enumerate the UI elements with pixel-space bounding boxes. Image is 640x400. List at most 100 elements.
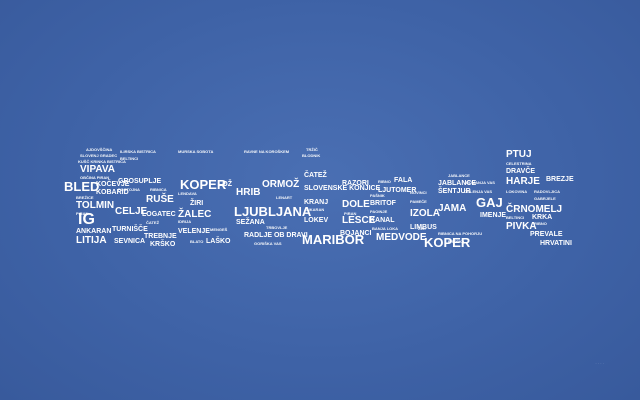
word: SLOVENSKE KONJICE: [304, 185, 381, 192]
word: LITIJA: [76, 235, 107, 246]
word: PRESKA: [448, 239, 465, 244]
word: RADLJE OB DRAVI: [244, 232, 308, 239]
word: ŠENTJUR: [438, 188, 471, 195]
word: PREVALE: [530, 231, 563, 238]
word: IG: [78, 211, 95, 228]
word: BLODNIK: [302, 153, 321, 158]
word: LENART: [276, 195, 293, 200]
word: PIVKA: [506, 221, 537, 232]
word: KUŠČ KRINKA BISTRICA: [78, 159, 126, 164]
word: AJDOVŠČINA: [86, 147, 113, 152]
word: LOKEV: [304, 217, 329, 224]
word: LENDAVA: [178, 191, 197, 196]
word: PTUJ: [506, 149, 532, 160]
word: BELTINCI: [506, 215, 525, 220]
word: DOLENJA VAS: [464, 189, 493, 194]
word: VIPAVA: [80, 164, 116, 175]
word: KRŠKO: [150, 241, 176, 248]
word: BELTINCI: [120, 156, 139, 161]
word: ČATEŽ: [304, 172, 327, 179]
word: LAŠKO: [206, 238, 231, 245]
word: TRBOVLJE: [266, 225, 288, 230]
word: CELESTRINA: [506, 161, 532, 166]
word: KOPER: [180, 177, 227, 192]
word: LJUTOMER: [378, 187, 417, 194]
word: KOČEVJE: [96, 181, 130, 188]
word: FALA: [394, 177, 413, 184]
word: JABLANCE: [438, 180, 477, 187]
word: DRAVČE: [506, 168, 536, 175]
word: ŽIRI: [190, 200, 204, 207]
word: LJUBLJANA: [234, 204, 312, 219]
word: ANKARAN: [304, 207, 325, 212]
word: ANKARAN: [76, 228, 112, 235]
word: TOLMIN: [76, 200, 115, 211]
watermark: · · · ·: [595, 361, 604, 366]
word: BANJA LOKA: [372, 226, 399, 231]
word: BOJANCI: [340, 230, 372, 237]
word: KRANJ: [304, 199, 329, 206]
word: JABLANCE: [448, 173, 470, 178]
word: DOLE: [342, 199, 370, 210]
word: SLOVENJ GRADEC: [80, 153, 118, 158]
word: PIRAN: [344, 211, 357, 216]
word: BREŽICE: [76, 195, 94, 200]
word: PAMEČE: [410, 199, 427, 204]
word: CELJE: [115, 206, 148, 217]
word: BREZJE: [546, 176, 574, 183]
word: RADOVLJICA: [534, 189, 561, 194]
word: PIRAN: [76, 211, 89, 216]
word: GABRJELE: [534, 196, 556, 201]
word: ŽALEC: [178, 209, 212, 220]
word: IZOLA: [410, 208, 440, 219]
word: ČRNOMELJ: [506, 204, 563, 215]
word: MARIBOR: [302, 232, 365, 247]
word: RIBNO: [534, 221, 547, 226]
word: IDRIJA: [178, 219, 192, 224]
word: GORIŠKA VAS: [254, 241, 282, 246]
word: RIBNICA NA POHORJU: [438, 231, 483, 236]
word: HRIB: [236, 187, 261, 198]
word: ŽIRI: [418, 226, 426, 231]
word: POSTOJNA: [118, 187, 140, 192]
word: SEŽANA: [236, 219, 265, 226]
word: MENGEŠ: [210, 227, 228, 232]
word: TRŽIČ: [306, 147, 318, 152]
word: TREBNJE: [144, 233, 177, 240]
word: JAMA: [438, 203, 467, 214]
word: KOPER: [424, 235, 471, 250]
word: HRVATINI: [540, 240, 572, 247]
word: ČATEŽ: [146, 220, 160, 225]
word: VELENJE: [178, 228, 210, 235]
word: KANAL: [370, 217, 395, 224]
word: LOŽ: [218, 181, 232, 188]
word: PAŠNIK: [370, 193, 385, 198]
word: LIMBUS: [410, 224, 437, 231]
word: ILIRSKA BISTRICA: [120, 149, 156, 154]
word: LOKOVINA: [506, 189, 528, 194]
word: RAVNE NA KOROŠKEM: [244, 149, 290, 154]
word: IMENJE: [480, 212, 507, 219]
word: LOGATEC: [142, 211, 176, 218]
word: LESCE: [342, 215, 376, 226]
word: KOBARID: [96, 189, 129, 196]
word: TURNIŠČE: [112, 226, 148, 233]
word: RUŠE: [146, 194, 174, 205]
word: BLED: [64, 179, 100, 194]
word: RIBNO: [378, 179, 391, 184]
word: GAJ: [476, 195, 503, 210]
word: RAZORI: [342, 180, 369, 187]
word: NOVINCI: [410, 190, 427, 195]
word: RUMANJA VAS: [466, 180, 495, 185]
word: RIBNICA: [150, 187, 167, 192]
word: BRITOF: [370, 200, 396, 207]
word: MEDVODE: [376, 232, 427, 243]
word: HARJE: [506, 176, 540, 187]
word: KRKA: [532, 214, 553, 221]
word: OBČINA PIRAN: [80, 175, 110, 180]
word: GROSUPLJE: [118, 178, 162, 185]
word: SEVNICA: [114, 238, 146, 245]
word: ORMOŽ: [262, 179, 300, 190]
word: MURSKA SOBOTA: [178, 149, 214, 154]
